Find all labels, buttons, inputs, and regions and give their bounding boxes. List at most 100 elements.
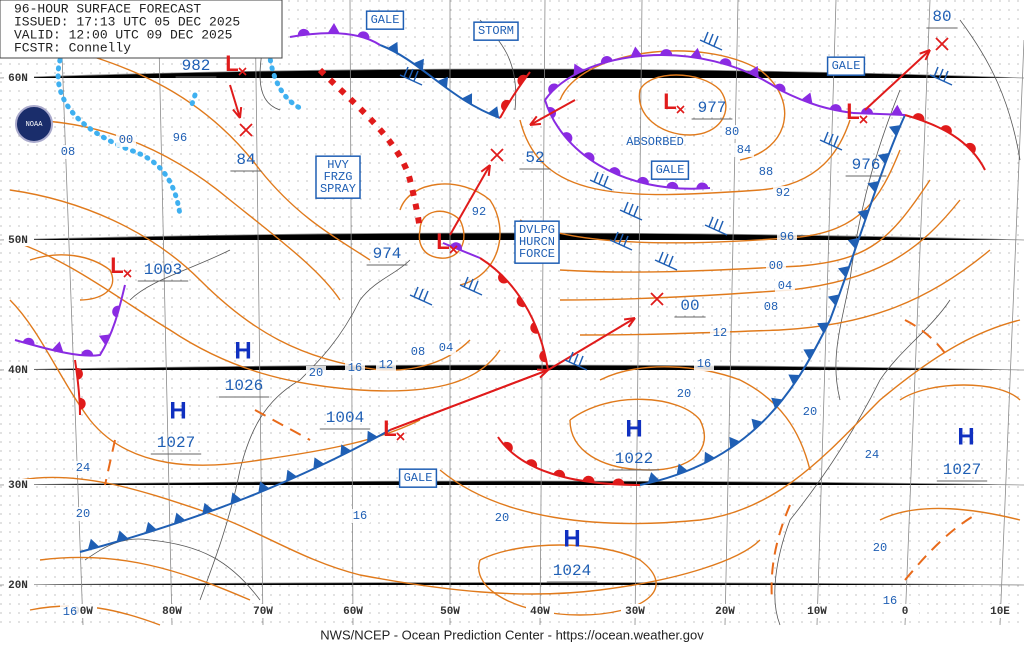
front-line <box>904 514 976 581</box>
warm-front-pip <box>719 58 732 66</box>
front-line <box>14 284 126 357</box>
lon-bg <box>711 604 739 618</box>
iso-label-bg <box>73 461 93 475</box>
cold-front-pip <box>202 502 214 515</box>
low-symbol: L <box>846 99 859 124</box>
warm-front-pip <box>562 132 573 143</box>
iso-label-bg <box>800 405 820 419</box>
high-pressure: 1026 <box>225 377 263 395</box>
low-center <box>676 105 685 114</box>
latitude-label: 30N <box>8 480 28 492</box>
warning-box: GALE <box>826 56 866 76</box>
low-center <box>396 432 405 441</box>
high-symbol: H <box>957 423 974 450</box>
isobar-label: 04 <box>439 341 453 355</box>
isobar-label: 84 <box>737 143 751 157</box>
graticule <box>0 0 1024 626</box>
lon-bg <box>158 604 186 618</box>
cold-front-pip <box>747 65 759 78</box>
isobar-label: 92 <box>472 205 486 219</box>
warning-text: FORCE <box>519 247 555 261</box>
warning-frame <box>473 21 519 41</box>
lon-bg <box>249 604 277 618</box>
cold-front-pip <box>647 472 660 484</box>
iso-label-bg <box>350 509 370 523</box>
iso-label-bg <box>408 345 428 359</box>
warning-text: SPRAY <box>320 182 356 196</box>
cold-front-pip <box>847 237 860 250</box>
cold-front-pip <box>788 374 800 385</box>
isobar-label: 96 <box>780 230 794 244</box>
warm-front-pip <box>582 475 595 483</box>
motion-arrow <box>449 164 491 236</box>
logo-circle <box>15 105 53 143</box>
lon-bg <box>526 604 554 618</box>
front-line <box>639 114 906 486</box>
isobar-label: 24 <box>865 448 879 462</box>
lon-bg <box>803 604 831 618</box>
high-pressure: 1027 <box>157 434 195 452</box>
warm-front-pip <box>81 349 94 356</box>
iso-label-bg <box>492 511 512 525</box>
warm-front-pip <box>660 49 673 56</box>
arrow-head <box>623 317 636 328</box>
wind-barb <box>699 31 723 51</box>
header-line: 96-HOUR SURFACE FORECAST <box>14 1 201 16</box>
header-line: VALID: 12:00 UTC 09 DEC 2025 <box>14 27 232 42</box>
warning-frame <box>365 10 405 30</box>
wind-barb <box>704 216 728 236</box>
longitude-label: 60W <box>343 606 363 618</box>
cold-front-pip <box>771 397 783 409</box>
wind-barb <box>589 171 613 191</box>
latitude-label: 40N <box>8 365 28 377</box>
isobar-label: 24 <box>76 461 90 475</box>
isobar-label: 00 <box>119 133 133 147</box>
low-pressure: 974 <box>373 245 402 263</box>
warning-frame <box>650 160 690 180</box>
warning-text: HVY <box>327 158 349 172</box>
motion-arrow <box>229 84 241 119</box>
isobar-label: 04 <box>778 279 792 293</box>
warning-text: HURCN <box>519 235 555 249</box>
high-pressure: 1022 <box>615 450 653 468</box>
cold-front-pip <box>437 76 449 89</box>
low-symbol: L <box>110 253 123 278</box>
forecast-pressure: 52 <box>525 149 544 167</box>
isobar-label: 20 <box>309 366 323 380</box>
arrow-head <box>919 49 931 61</box>
cold-front-pip <box>867 181 879 193</box>
isobar-label: 92 <box>776 186 790 200</box>
coastlines <box>84 9 1021 626</box>
iso-label-bg <box>60 605 80 619</box>
wind-barb <box>409 286 433 306</box>
warning-frame <box>315 155 361 199</box>
cold-front-pip <box>729 436 741 449</box>
cold-front-pip <box>827 294 840 306</box>
iso-label-bg <box>469 205 489 219</box>
lat-bg <box>4 234 34 246</box>
warning-frame <box>826 56 866 76</box>
warning-frame <box>514 220 560 264</box>
forecast-pressure: 80 <box>932 8 951 26</box>
cold-front-pip <box>87 538 100 550</box>
motion-arrow <box>864 49 931 111</box>
warm-front-pip <box>517 74 527 86</box>
cold-front-pip <box>461 93 473 105</box>
warm-front-pip <box>548 83 559 94</box>
isobar-label: 80 <box>725 125 739 139</box>
note: ABSORBED <box>626 135 684 149</box>
wind-barb <box>819 131 843 151</box>
warm-front-pip <box>498 273 509 284</box>
low-pressure: 976 <box>852 156 881 174</box>
motion-arrow <box>529 99 576 126</box>
lat-bg <box>4 579 34 591</box>
iso-label-bg <box>710 326 730 340</box>
wind-barb <box>609 231 633 251</box>
forecast-x <box>935 37 949 51</box>
iso-label-bg <box>345 361 365 375</box>
front-line <box>74 359 81 416</box>
ice-edge <box>266 17 303 111</box>
warm-front-pip <box>940 125 952 134</box>
warm-front-pip <box>530 322 539 334</box>
